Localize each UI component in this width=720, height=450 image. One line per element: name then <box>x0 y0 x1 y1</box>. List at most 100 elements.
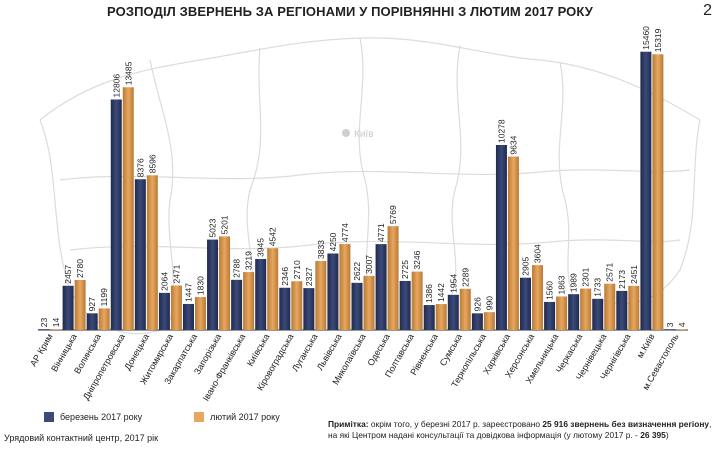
bar-march-26 <box>664 329 676 330</box>
data-label-march-24: 2173 <box>617 270 627 289</box>
bar-march-24 <box>616 290 628 330</box>
data-label-february-26: 4 <box>677 322 687 327</box>
data-label-february-19: 9634 <box>508 135 518 154</box>
data-label-march-15: 2725 <box>400 260 410 279</box>
data-label-march-7: 5023 <box>208 218 218 237</box>
legend-swatch-march <box>44 412 54 422</box>
bar-march-2 <box>86 313 98 330</box>
bar-march-22 <box>568 294 580 330</box>
data-label-february-9: 4542 <box>268 227 278 246</box>
data-label-march-0: 23 <box>39 317 49 327</box>
bar-march-6 <box>182 303 194 330</box>
legend-swatch-february <box>194 412 205 422</box>
data-label-february-18: 990 <box>484 296 494 310</box>
data-label-march-10: 2346 <box>280 267 290 286</box>
data-label-february-17: 2289 <box>460 268 470 287</box>
footnote-label: Примітка: <box>328 419 369 429</box>
data-label-march-12: 4250 <box>328 232 338 251</box>
bar-february-8 <box>243 272 255 330</box>
data-label-february-4: 8596 <box>147 154 157 173</box>
bar-march-17 <box>447 294 459 330</box>
data-label-february-5: 2471 <box>171 264 181 283</box>
bar-march-11 <box>303 288 315 330</box>
footnote-text-1: окрім того, у березні 2017 р. зареєстров… <box>368 419 543 429</box>
data-label-march-14: 4771 <box>376 223 386 242</box>
bar-february-5 <box>170 285 182 330</box>
bar-february-4 <box>146 175 158 330</box>
legend-label-february: лютий 2017 року <box>210 412 280 422</box>
bar-march-18 <box>471 313 483 330</box>
bar-march-20 <box>520 277 532 330</box>
bar-february-15 <box>411 271 423 330</box>
bar-february-13 <box>363 275 375 330</box>
data-label-february-6: 1830 <box>195 276 205 295</box>
data-label-february-22: 2301 <box>581 267 591 286</box>
bar-february-3 <box>122 87 134 331</box>
footnote-bold-value: 25 916 звернень без визначення регіону <box>542 419 710 429</box>
category-label-17: Сумська <box>438 332 464 368</box>
bar-february-0 <box>50 329 62 330</box>
bar-march-1 <box>62 285 74 330</box>
bar-february-18 <box>483 312 495 330</box>
category-label-14: Одеська <box>365 332 391 368</box>
bar-march-19 <box>495 144 507 330</box>
data-label-february-2: 1199 <box>99 288 109 307</box>
bar-february-20 <box>532 265 544 330</box>
data-label-february-16: 1442 <box>436 283 446 302</box>
category-label-9: Київська <box>245 332 272 368</box>
data-label-march-4: 8376 <box>135 158 145 177</box>
data-label-march-8: 2788 <box>232 259 242 278</box>
bar-february-2 <box>98 308 110 330</box>
bar-february-16 <box>435 304 447 330</box>
data-label-march-3: 12806 <box>111 74 121 98</box>
data-label-march-23: 1733 <box>593 278 603 297</box>
kyiv-map-dot <box>342 129 350 137</box>
bar-march-21 <box>544 301 556 330</box>
bar-february-9 <box>267 248 279 330</box>
bar-february-14 <box>387 226 399 330</box>
data-label-february-8: 3219 <box>244 251 254 270</box>
data-label-march-1: 2457 <box>63 265 73 284</box>
data-label-february-11: 3833 <box>316 240 326 259</box>
data-label-february-14: 5769 <box>388 205 398 224</box>
bar-march-5 <box>158 292 170 330</box>
data-label-march-20: 2905 <box>521 257 531 276</box>
bar-march-23 <box>592 298 604 330</box>
data-label-march-22: 1989 <box>569 273 579 292</box>
bar-march-12 <box>327 253 339 330</box>
data-label-february-21: 1863 <box>557 275 567 294</box>
data-label-march-6: 1447 <box>183 283 193 302</box>
bar-march-16 <box>423 305 435 330</box>
page-number: 2 <box>703 2 712 19</box>
chart-legend: березень 2017 року лютий 2017 року <box>44 412 332 422</box>
bar-march-25 <box>640 51 652 330</box>
legend-label-march: березень 2017 року <box>60 412 143 422</box>
data-label-february-25: 15319 <box>653 28 663 52</box>
footnote-text-3: ) <box>665 430 669 440</box>
data-label-march-5: 2064 <box>159 272 169 291</box>
footer-source: Урядовий контактний центр, 2017 рік <box>4 433 159 443</box>
bar-march-8 <box>231 279 243 330</box>
bar-february-26 <box>676 329 688 330</box>
bar-february-1 <box>74 279 86 330</box>
bar-february-25 <box>652 54 664 331</box>
bar-february-12 <box>339 244 351 330</box>
data-label-march-2: 927 <box>87 297 97 311</box>
map-city-label: Київ <box>354 129 374 140</box>
data-label-february-7: 5201 <box>220 215 230 234</box>
data-label-february-24: 2451 <box>629 265 639 284</box>
footnote: Примітка: окрім того, у березні 2017 р. … <box>328 419 712 441</box>
bar-march-14 <box>375 244 387 330</box>
bar-march-0 <box>38 329 50 330</box>
data-label-march-11: 2327 <box>304 267 314 286</box>
data-label-february-0: 14 <box>51 317 61 327</box>
legend-item-march: березень 2017 року <box>44 412 142 422</box>
data-label-march-18: 926 <box>472 297 482 311</box>
data-label-march-13: 2622 <box>352 262 362 281</box>
bar-march-3 <box>110 99 122 330</box>
bar-march-7 <box>207 239 219 330</box>
data-label-february-20: 3604 <box>533 244 543 263</box>
bar-february-24 <box>628 285 640 330</box>
data-label-february-10: 2710 <box>292 260 302 279</box>
